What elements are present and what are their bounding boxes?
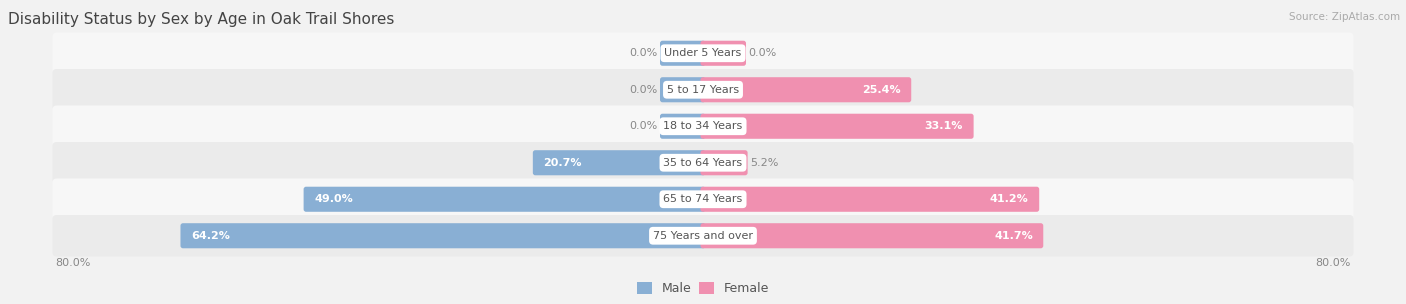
FancyBboxPatch shape	[52, 142, 1354, 184]
Text: 33.1%: 33.1%	[925, 121, 963, 131]
FancyBboxPatch shape	[700, 77, 911, 102]
Text: 5.2%: 5.2%	[751, 158, 779, 168]
FancyBboxPatch shape	[659, 114, 706, 139]
Text: 0.0%: 0.0%	[630, 85, 658, 95]
FancyBboxPatch shape	[52, 105, 1354, 147]
Text: 65 to 74 Years: 65 to 74 Years	[664, 194, 742, 204]
Text: Source: ZipAtlas.com: Source: ZipAtlas.com	[1289, 12, 1400, 22]
Text: Disability Status by Sex by Age in Oak Trail Shores: Disability Status by Sex by Age in Oak T…	[8, 12, 394, 27]
Text: 75 Years and over: 75 Years and over	[652, 231, 754, 241]
FancyBboxPatch shape	[52, 69, 1354, 110]
FancyBboxPatch shape	[180, 223, 706, 248]
FancyBboxPatch shape	[52, 178, 1354, 220]
Text: 49.0%: 49.0%	[314, 194, 353, 204]
FancyBboxPatch shape	[659, 41, 706, 66]
Text: 41.2%: 41.2%	[990, 194, 1029, 204]
Text: 0.0%: 0.0%	[748, 48, 776, 58]
FancyBboxPatch shape	[52, 33, 1354, 74]
FancyBboxPatch shape	[700, 41, 747, 66]
FancyBboxPatch shape	[700, 114, 973, 139]
Legend: Male, Female: Male, Female	[634, 280, 772, 298]
FancyBboxPatch shape	[700, 223, 1043, 248]
Text: 41.7%: 41.7%	[994, 231, 1033, 241]
FancyBboxPatch shape	[700, 187, 1039, 212]
Text: 35 to 64 Years: 35 to 64 Years	[664, 158, 742, 168]
Text: 80.0%: 80.0%	[1316, 258, 1351, 268]
Text: 18 to 34 Years: 18 to 34 Years	[664, 121, 742, 131]
FancyBboxPatch shape	[700, 150, 748, 175]
FancyBboxPatch shape	[659, 77, 706, 102]
Text: 64.2%: 64.2%	[191, 231, 229, 241]
FancyBboxPatch shape	[304, 187, 706, 212]
Text: 0.0%: 0.0%	[630, 48, 658, 58]
Text: 0.0%: 0.0%	[630, 121, 658, 131]
Text: 80.0%: 80.0%	[55, 258, 90, 268]
Text: Under 5 Years: Under 5 Years	[665, 48, 741, 58]
Text: 5 to 17 Years: 5 to 17 Years	[666, 85, 740, 95]
FancyBboxPatch shape	[533, 150, 706, 175]
FancyBboxPatch shape	[52, 215, 1354, 257]
Text: 20.7%: 20.7%	[543, 158, 582, 168]
Text: 25.4%: 25.4%	[862, 85, 901, 95]
